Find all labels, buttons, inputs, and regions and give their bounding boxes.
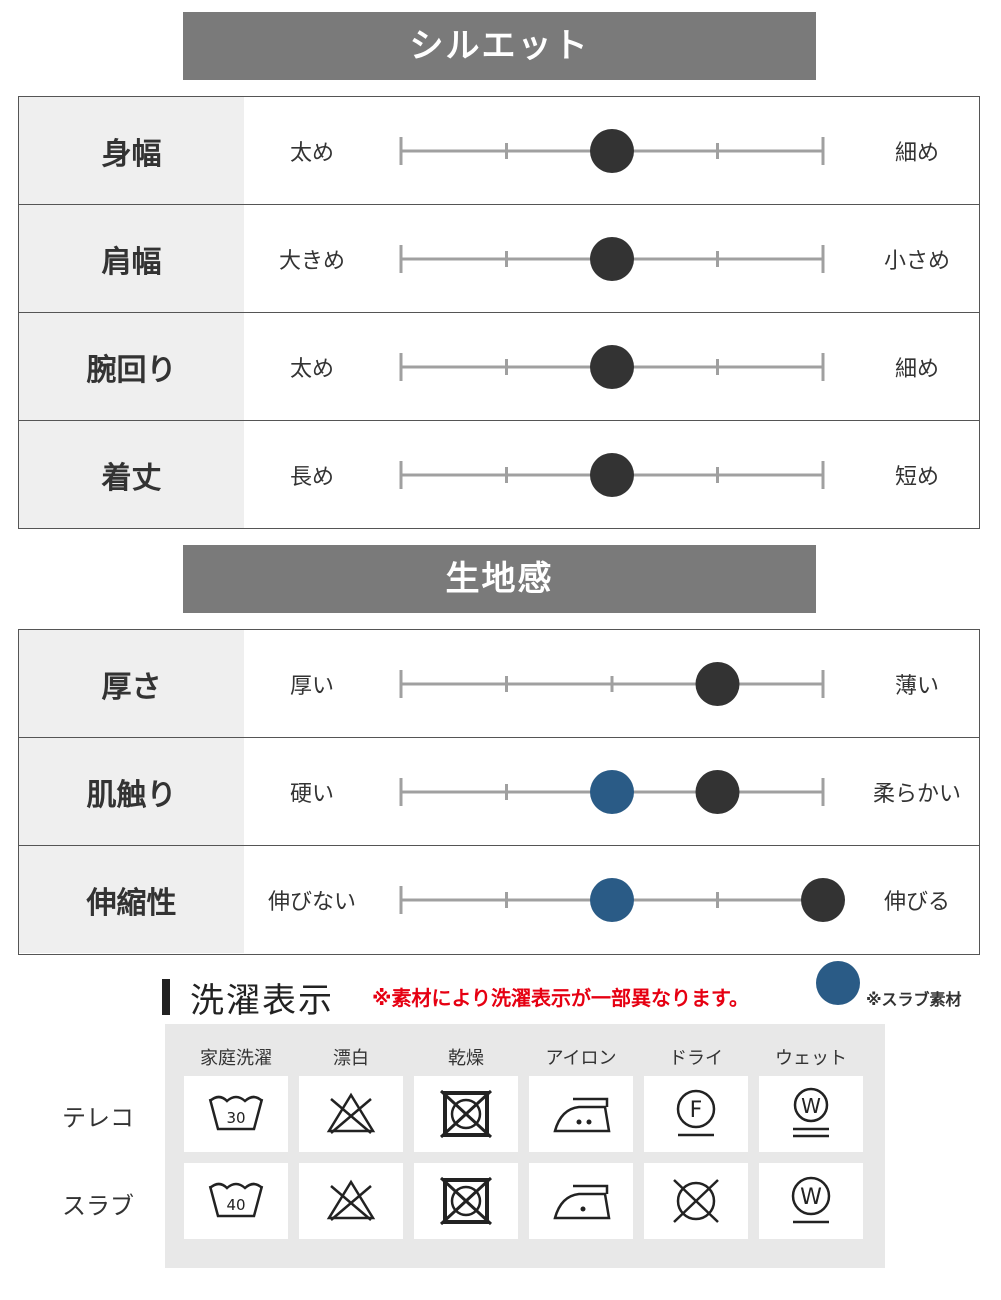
rating-scale: [399, 453, 825, 497]
iron-medium-icon: [529, 1076, 633, 1152]
scale-left-label: 太め: [289, 140, 334, 166]
scale-right-label: 薄い: [894, 673, 939, 699]
rating-dot: [801, 878, 845, 922]
scale-left-label: 長め: [289, 464, 334, 490]
rating-dot: [590, 237, 634, 281]
bleach-prohibited-icon: [299, 1163, 403, 1239]
tumble-dry-prohibited-icon: [414, 1163, 518, 1239]
rating-dot: [590, 129, 634, 173]
washing-note: ※素材により洗濯表示が一部異なります。: [372, 986, 750, 1010]
col-head-bleach: 漂白: [333, 1048, 369, 1069]
dry-clean-prohibited-icon: [644, 1163, 748, 1239]
rating-dot: [695, 662, 740, 706]
attribute-row: 身幅 太め 細め: [19, 97, 979, 205]
dry-clean-f-icon: F: [644, 1076, 748, 1152]
slub-rating-dot: [590, 878, 634, 922]
scale-left-label: 太め: [289, 356, 334, 382]
silhouette-title: シルエット: [409, 26, 590, 66]
rating-dot: [590, 345, 634, 389]
attribute-label: 厚さ: [19, 630, 244, 737]
dry-clean-letter-f: F: [690, 1098, 703, 1123]
rating-scale: [399, 237, 825, 281]
attribute-label: 着丈: [19, 421, 244, 528]
attribute-row: 伸縮性 伸びない 伸びる: [19, 846, 979, 953]
attribute-row: 肌触り 硬い 柔らかい: [19, 738, 979, 846]
row-label-tereco: テレコ: [62, 1104, 134, 1132]
rating-scale: [399, 662, 825, 706]
attribute-row: 着丈 長め 短め: [19, 421, 979, 528]
fabric-banner: 生地感: [183, 545, 816, 613]
scale-right-label: 柔らかい: [872, 781, 961, 807]
col-head-wet-clean: ウェット: [775, 1048, 847, 1069]
silhouette-banner: シルエット: [183, 12, 816, 80]
attribute-label: 身幅: [19, 97, 244, 204]
row-label-slub: スラブ: [62, 1192, 134, 1220]
attribute-row: 肩幅 大きめ 小さめ: [19, 205, 979, 313]
attribute-row: 厚さ 厚い 薄い: [19, 630, 979, 738]
col-head-home-wash: 家庭洗濯: [200, 1048, 272, 1069]
rating-scale: [399, 129, 825, 173]
fabric-table: 厚さ 厚い 薄い肌触り 硬い 柔らかい伸縮性 伸びない 伸びる: [18, 629, 980, 955]
scale-right-label: 伸びる: [883, 889, 950, 915]
attribute-row: 腕回り 太め 細め: [19, 313, 979, 421]
rating-dot: [590, 453, 634, 497]
col-head-iron: アイロン: [545, 1048, 617, 1069]
scale-right-label: 細め: [894, 356, 939, 382]
tumble-dry-prohibited-icon: [414, 1076, 518, 1152]
wet-clean-gentle-icon: W: [759, 1076, 863, 1152]
wash-temp-30: 30: [226, 1109, 245, 1127]
rating-scale: [399, 345, 825, 389]
rating-scale: [399, 770, 825, 814]
slub-rating-dot: [590, 770, 634, 814]
attribute-label: 伸縮性: [19, 846, 244, 953]
washing-header: 洗濯表示: [162, 975, 334, 1021]
wash-tub-40-icon: 40: [184, 1163, 288, 1239]
scale-right-label: 小さめ: [883, 248, 950, 274]
wash-tub-30-icon: 30: [184, 1076, 288, 1152]
scale-left-label: 大きめ: [278, 248, 345, 274]
wet-clean-icon: W: [759, 1163, 863, 1239]
slub-legend-label: ※スラブ素材: [866, 990, 962, 1009]
rating-scale: [399, 878, 845, 922]
heading-bar: [162, 979, 170, 1015]
attribute-label: 腕回り: [19, 313, 244, 420]
wet-clean-letter-w: W: [801, 1094, 821, 1118]
slub-legend-dot: [816, 961, 860, 1005]
fabric-title: 生地感: [445, 559, 554, 599]
bleach-prohibited-icon: [299, 1076, 403, 1152]
scale-right-label: 短め: [894, 464, 939, 490]
col-head-dry: 乾燥: [448, 1048, 484, 1069]
wash-temp-40: 40: [226, 1196, 245, 1214]
scale-left-label: 伸びない: [267, 889, 356, 915]
scale-left-label: 厚い: [289, 673, 334, 699]
silhouette-table: 身幅 太め 細め 肩幅 大きめ 小さめ 腕回り 太め 細め 着丈 長め 短め: [18, 96, 980, 529]
scale-left-label: 硬い: [289, 781, 334, 807]
attribute-label: 肩幅: [19, 205, 244, 312]
iron-low-icon: [529, 1163, 633, 1239]
rating-dot: [695, 770, 740, 814]
attribute-label: 肌触り: [19, 738, 244, 845]
wet-clean-letter-w: W: [800, 1185, 822, 1210]
washing-title: 洗濯表示: [190, 980, 334, 1021]
scale-right-label: 細め: [894, 140, 939, 166]
col-head-dry-clean: ドライ: [669, 1048, 723, 1069]
